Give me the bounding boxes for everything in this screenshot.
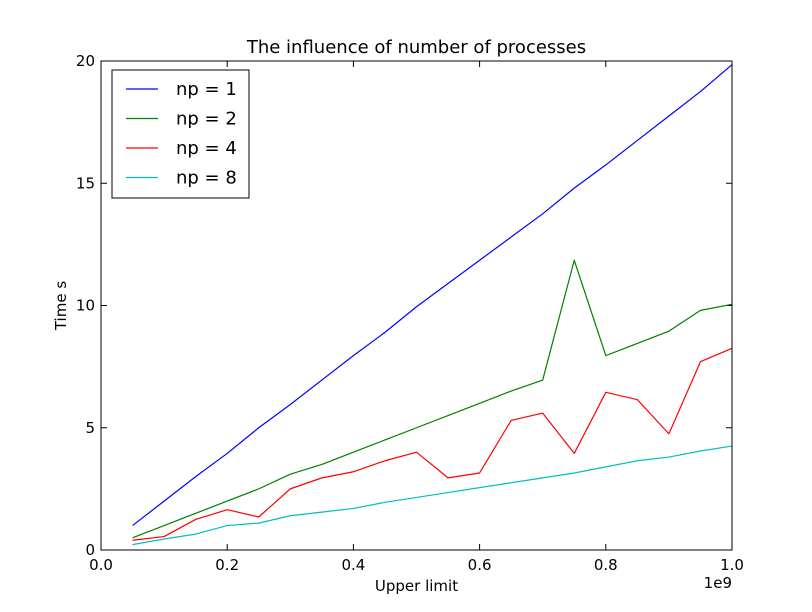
data-series bbox=[132, 64, 733, 546]
y-tick-label: 20 bbox=[76, 52, 95, 70]
series-line-3 bbox=[132, 347, 733, 541]
series-line-2 bbox=[132, 259, 733, 539]
y-tick-label: 10 bbox=[76, 297, 95, 315]
legend-entry: np = 8 bbox=[176, 168, 237, 189]
x-axis-offset-label: 1e9 bbox=[704, 574, 732, 592]
x-tick-label: 1.0 bbox=[720, 556, 744, 574]
y-tick-label: 15 bbox=[76, 174, 95, 192]
x-tick-label: 0.4 bbox=[341, 556, 365, 574]
legend: np = 1 np = 2 np = 4 np = 8 bbox=[111, 69, 250, 199]
series-line-1 bbox=[132, 64, 733, 527]
legend-box bbox=[111, 69, 250, 199]
chart-title: The influence of number of processes bbox=[246, 37, 586, 58]
y-tick-label: 5 bbox=[85, 419, 95, 437]
x-tick-label: 0.2 bbox=[215, 556, 239, 574]
legend-entry: np = 4 bbox=[176, 138, 237, 159]
legend-entry: np = 2 bbox=[176, 109, 237, 130]
x-tick-label: 0.6 bbox=[468, 556, 492, 574]
plot-frame bbox=[100, 60, 733, 551]
y-axis-label: Time s bbox=[52, 281, 70, 331]
series-line-4 bbox=[132, 445, 733, 546]
legend-entry: np = 1 bbox=[176, 79, 237, 100]
y-tick-label: 0 bbox=[85, 541, 95, 559]
x-tick-label: 0.8 bbox=[594, 556, 618, 574]
x-tick-label: 0.0 bbox=[89, 556, 113, 574]
x-axis-label: Upper limit bbox=[375, 577, 458, 595]
